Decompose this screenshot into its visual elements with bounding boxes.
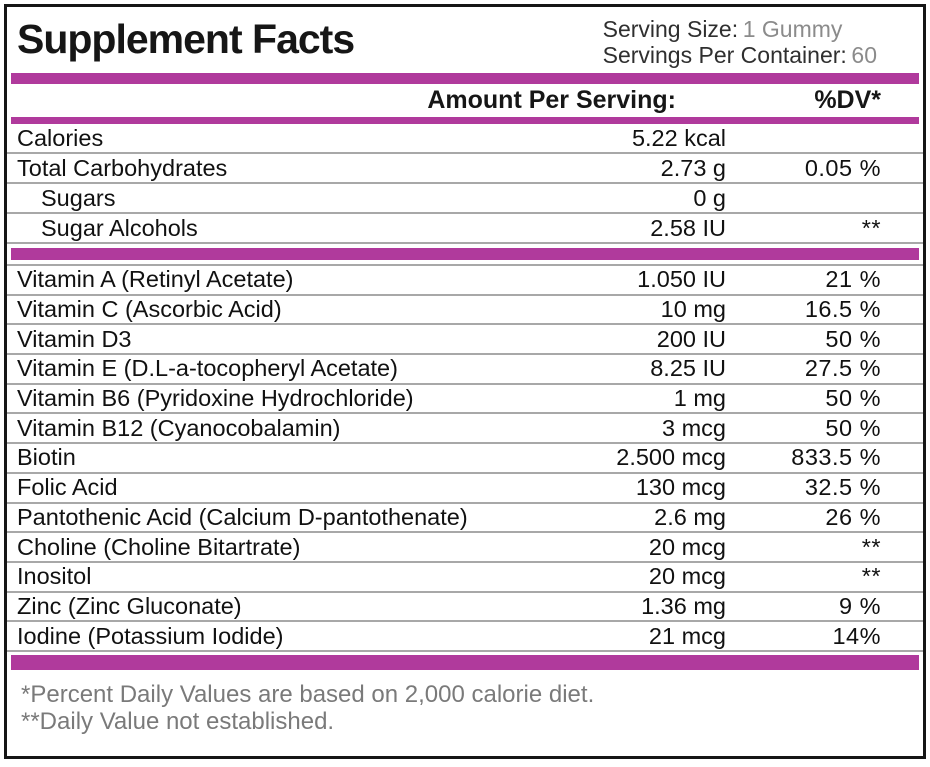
table-row: Vitamin D3 200 IU 50 % [7,325,923,356]
nutrient-amount: 2.73 g [660,154,726,181]
nutrient-name: Zinc (Zinc Gluconate) [17,592,242,619]
nutrient-name: Vitamin C (Ascorbic Acid) [17,296,282,323]
nutrient-rows-section: Vitamin A (Retinyl Acetate) 1.050 IU 21 % V… [7,264,923,652]
nutrient-amount: 2.500 mcg [616,444,726,471]
nutrient-amount: 10 mg [660,296,726,323]
section-divider-bar [11,248,919,260]
nutrient-dv: 14% [832,622,881,649]
table-row: Calories 5.22 kcal [7,124,923,154]
nutrient-amount: 2.6 mg [654,503,726,530]
nutrient-name: Sugar Alcohols [41,214,198,241]
nutrient-dv: 27.5 % [804,355,881,382]
serving-info: Serving Size: 1 Gummy Servings Per Conta… [603,16,877,68]
table-row: Vitamin B12 (Cyanocobalamin) 3 mcg 50 % [7,414,923,445]
nutrient-name: Vitamin D3 [17,325,132,352]
nutrient-amount: 2.58 IU [650,214,726,241]
column-header-row: Amount Per Serving: %DV* [7,84,923,117]
nutrient-dv: 50 % [825,414,881,441]
table-row: Sugars 0 g [7,184,923,214]
nutrient-dv: 16.5 % [804,296,881,323]
nutrient-name: Vitamin B6 (Pyridoxine Hydrochloride) [17,385,414,412]
nutrient-amount: 21 mcg [648,622,726,649]
table-row: Choline (Choline Bitartrate) 20 mcg ** [7,533,923,563]
table-row: Iodine (Potassium Iodide) 21 mcg 14% [7,622,923,652]
bottom-divider-bar [11,654,919,670]
servings-per-container-value: 60 [851,42,877,68]
nutrient-name: Iodine (Potassium Iodide) [17,622,284,649]
nutrient-name: Vitamin E (D.L-a-tocopheryl Acetate) [17,355,398,382]
table-row: Pantothenic Acid (Calcium D-pantothenate… [7,504,923,534]
nutrient-amount: 200 IU [656,325,726,352]
nutrient-dv: 26 % [825,503,881,530]
table-row: Sugar Alcohols 2.58 IU ** [7,214,923,244]
nutrient-amount: 1.36 mg [641,592,726,619]
servings-per-container-label: Servings Per Container: [602,42,847,68]
nutrient-dv: 833.5 % [791,444,881,471]
dv-column-header: %DV* [814,86,881,114]
panel-header: Supplement Facts Serving Size: 1 Gummy S… [7,7,923,71]
serving-size-line: Serving Size: 1 Gummy [603,16,877,42]
nutrient-dv: 32.5 % [804,474,881,501]
nutrient-dv: 9 % [839,592,881,619]
nutrient-amount: 20 mcg [648,563,726,590]
nutrient-dv: 50 % [825,325,881,352]
nutrient-amount: 8.25 IU [650,355,726,382]
nutrient-amount: 0 g [693,184,726,211]
nutrient-name: Total Carbohydrates [17,154,228,181]
nutrient-name: Pantothenic Acid (Calcium D-pantothenate… [17,503,468,530]
nutrient-amount: 5.22 kcal [631,124,726,151]
nutrient-name: Choline (Choline Bitartrate) [17,533,301,560]
table-row: Inositol 20 mcg ** [7,563,923,593]
table-row: Zinc (Zinc Gluconate) 1.36 mg 9 % [7,593,923,623]
nutrient-name: Folic Acid [17,474,118,501]
serving-size-label: Serving Size: [602,16,739,42]
supplement-facts-panel: Supplement Facts Serving Size: 1 Gummy S… [4,4,926,759]
header-divider-bar [11,117,919,124]
table-row: Vitamin A (Retinyl Acetate) 1.050 IU 21 % [7,266,923,296]
footnote-line: **Daily Value not established. [21,708,335,736]
nutrient-amount: 1.050 IU [637,266,726,293]
nutrient-amount: 1 mg [673,385,726,412]
nutrient-amount: 20 mcg [648,533,726,560]
panel-title: Supplement Facts [17,16,355,62]
macro-rows-section: Calories 5.22 kcal Total Carbohydrates 2.73… [7,124,923,244]
nutrient-amount: 3 mcg [662,414,726,441]
nutrient-dv: 21 % [825,266,881,293]
nutrient-dv: ** [861,214,881,241]
nutrient-name: Sugars [41,184,116,211]
nutrient-dv: ** [861,563,881,590]
nutrient-name: Biotin [17,444,76,471]
table-row: Biotin 2.500 mcg 833.5 % [7,444,923,474]
nutrient-amount: 130 mcg [635,474,726,501]
table-row: Total Carbohydrates 2.73 g 0.05 % [7,154,923,184]
table-row: Vitamin C (Ascorbic Acid) 10 mg 16.5 % [7,296,923,326]
top-divider-bar [11,73,919,84]
nutrient-name: Inositol [17,563,92,590]
table-row: Vitamin E (D.L-a-tocopheryl Acetate) 8.25… [7,355,923,385]
nutrient-name: Vitamin A (Retinyl Acetate) [17,266,294,293]
servings-per-container-line: Servings Per Container: 60 [603,42,877,68]
nutrient-name: Calories [17,124,104,151]
nutrient-name: Vitamin B12 (Cyanocobalamin) [17,414,341,441]
table-row: Vitamin B6 (Pyridoxine Hydrochloride) 1 m… [7,385,923,415]
serving-size-value: 1 Gummy [742,16,843,42]
nutrient-dv: 0.05 % [804,154,881,181]
nutrient-dv: 50 % [825,385,881,412]
amount-column-header: Amount Per Serving: [427,86,676,114]
footnotes: *Percent Daily Values are based on 2,000… [7,681,923,736]
nutrient-dv: ** [861,533,881,560]
table-row: Folic Acid 130 mcg 32.5 % [7,474,923,504]
footnote-line: *Percent Daily Values are based on 2,000… [21,680,595,708]
